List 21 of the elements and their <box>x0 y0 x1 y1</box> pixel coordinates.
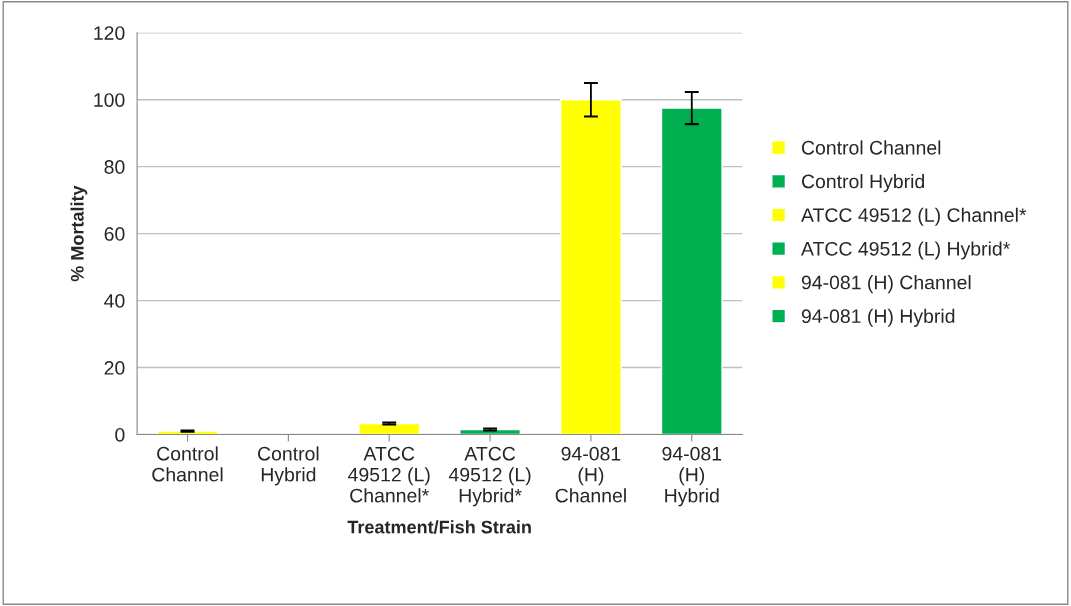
x-tick-label: 94-081 (H) Channel <box>555 446 626 503</box>
y-axis-title: % Mortality <box>70 185 88 282</box>
y-tick-label: 20 <box>104 361 125 375</box>
legend-label: 94-081 (H) Channel <box>801 275 971 294</box>
legend-label: Control Channel <box>801 140 941 155</box>
y-tick-label: 60 <box>104 227 125 241</box>
legend-label: 94-081 (H) Hybrid <box>801 308 955 327</box>
legend-label: ATCC 49512 (L) Hybrid* <box>801 241 1010 260</box>
x-tick-label: ATCC 49512 (L) Channel* <box>348 446 430 503</box>
x-tick-label: ATCC 49512 (L) Hybrid* <box>448 446 531 507</box>
legend-label: Control Hybrid <box>801 174 924 193</box>
y-tick-label: 0 <box>115 427 125 442</box>
legend-label: ATCC 49512 (L) Channel* <box>801 207 1027 226</box>
x-axis-title: Treatment/Fish Strain <box>347 520 531 534</box>
x-tick-label: Control Hybrid <box>258 446 319 486</box>
x-tick-label: 94-081 (H) Hybrid <box>662 446 722 507</box>
y-tick-label: 120 <box>94 26 125 40</box>
x-tick-label: Control Channel <box>152 446 223 482</box>
y-tick-label: 40 <box>104 294 125 308</box>
y-tick-label: 100 <box>94 93 125 107</box>
y-tick-label: 80 <box>104 160 125 174</box>
